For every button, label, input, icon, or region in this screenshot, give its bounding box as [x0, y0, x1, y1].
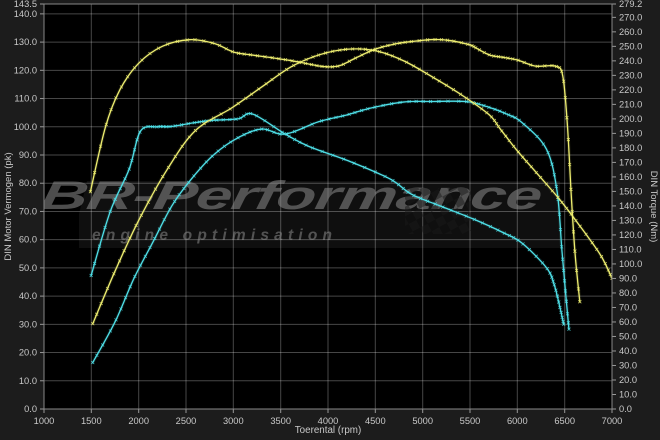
svg-text:4500: 4500	[365, 416, 386, 426]
svg-text:6500: 6500	[554, 416, 575, 426]
svg-text:200.0: 200.0	[619, 114, 642, 124]
svg-text:40.0: 40.0	[619, 346, 637, 356]
svg-text:BR-Performance: BR-Performance	[38, 173, 546, 218]
svg-text:80.0: 80.0	[619, 288, 637, 298]
svg-text:140.0: 140.0	[619, 201, 642, 211]
svg-text:DIN Motor Vermogen (pk): DIN Motor Vermogen (pk)	[3, 152, 14, 260]
svg-text:120.0: 120.0	[619, 230, 642, 240]
svg-text:220.0: 220.0	[619, 85, 642, 95]
svg-text:250.0: 250.0	[619, 41, 642, 51]
svg-text:60.0: 60.0	[19, 235, 37, 245]
svg-text:190.0: 190.0	[619, 128, 642, 138]
svg-text:60.0: 60.0	[619, 317, 637, 327]
svg-text:90.0: 90.0	[619, 273, 637, 283]
svg-text:3500: 3500	[270, 416, 291, 426]
svg-text:130.0: 130.0	[619, 215, 642, 225]
svg-text:50.0: 50.0	[19, 263, 37, 273]
svg-text:110.0: 110.0	[619, 244, 642, 254]
svg-text:80.0: 80.0	[19, 178, 37, 188]
svg-text:2000: 2000	[128, 416, 149, 426]
svg-text:1500: 1500	[81, 416, 102, 426]
svg-text:3000: 3000	[223, 416, 244, 426]
svg-text:240.0: 240.0	[619, 56, 642, 66]
svg-text:50.0: 50.0	[619, 331, 637, 341]
svg-text:130.0: 130.0	[14, 37, 37, 47]
svg-text:1000: 1000	[34, 416, 55, 426]
svg-text:20.0: 20.0	[19, 348, 37, 358]
svg-text:10.0: 10.0	[619, 389, 637, 399]
svg-text:0.0: 0.0	[619, 404, 632, 414]
svg-text:170.0: 170.0	[619, 157, 642, 167]
svg-text:30.0: 30.0	[19, 319, 37, 329]
svg-text:120.0: 120.0	[14, 65, 37, 75]
svg-text:90.0: 90.0	[19, 150, 37, 160]
svg-text:140.0: 140.0	[14, 9, 37, 19]
svg-text:Toerental (rpm): Toerental (rpm)	[295, 425, 361, 436]
svg-text:20.0: 20.0	[619, 375, 637, 385]
svg-text:100.0: 100.0	[14, 122, 37, 132]
svg-text:279.2: 279.2	[619, 0, 642, 9]
svg-text:10.0: 10.0	[19, 376, 37, 386]
svg-text:40.0: 40.0	[19, 291, 37, 301]
svg-text:143.5: 143.5	[14, 0, 37, 9]
svg-text:230.0: 230.0	[619, 70, 642, 80]
svg-text:6000: 6000	[507, 416, 528, 426]
svg-text:160.0: 160.0	[619, 172, 642, 182]
svg-text:150.0: 150.0	[619, 186, 642, 196]
svg-text:180.0: 180.0	[619, 143, 642, 153]
svg-text:0.0: 0.0	[24, 404, 37, 414]
svg-text:DIN Torque (Nm): DIN Torque (Nm)	[648, 171, 659, 243]
svg-text:70.0: 70.0	[19, 206, 37, 216]
svg-text:210.0: 210.0	[619, 99, 642, 109]
svg-text:5500: 5500	[460, 416, 481, 426]
svg-text:260.0: 260.0	[619, 27, 642, 37]
svg-text:110.0: 110.0	[14, 94, 37, 104]
svg-text:100.0: 100.0	[619, 259, 642, 269]
svg-text:2500: 2500	[176, 416, 197, 426]
svg-text:30.0: 30.0	[619, 360, 637, 370]
svg-text:270.0: 270.0	[619, 12, 642, 22]
svg-text:5000: 5000	[412, 416, 433, 426]
svg-text:70.0: 70.0	[619, 302, 637, 312]
svg-text:7000: 7000	[602, 416, 623, 426]
